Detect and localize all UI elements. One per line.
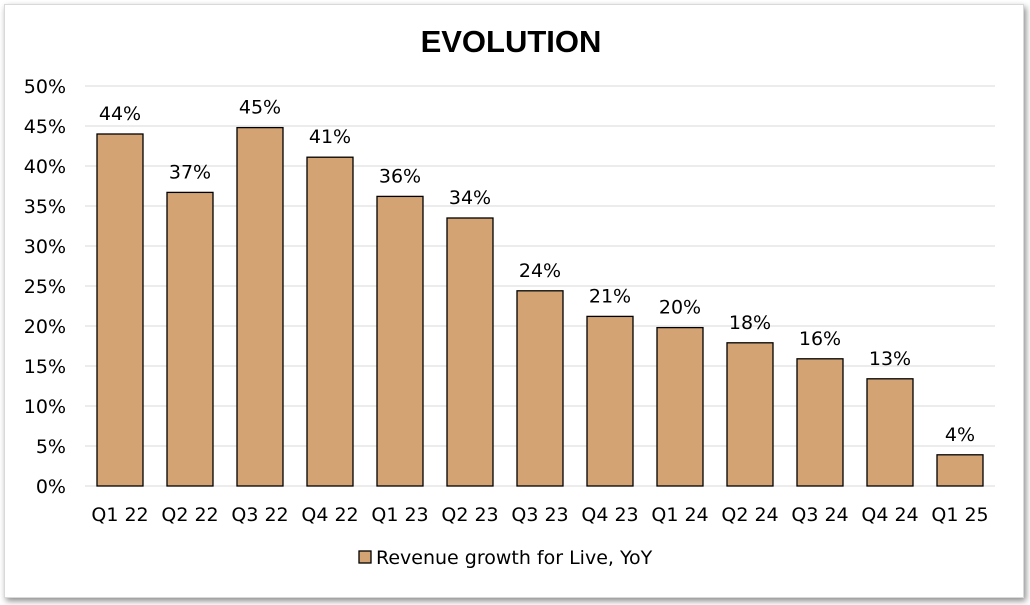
- data-label: 36%: [379, 165, 421, 187]
- y-tick-label: 45%: [24, 116, 66, 138]
- data-label: 37%: [169, 161, 211, 183]
- y-tick-label: 25%: [24, 276, 66, 298]
- data-label: 34%: [449, 187, 491, 209]
- x-tick-label: Q4 23: [581, 504, 638, 526]
- bar: [236, 126, 284, 487]
- y-tick-label: 20%: [24, 316, 66, 338]
- y-tick-label: 30%: [24, 236, 66, 258]
- x-tick-label: Q2 22: [161, 504, 218, 526]
- y-tick-label: 15%: [24, 356, 66, 378]
- bar: [936, 454, 984, 487]
- data-label: 20%: [659, 297, 701, 319]
- legend-label: Revenue growth for Live, YoY: [376, 547, 653, 569]
- bar: [446, 217, 494, 487]
- bar: [796, 358, 844, 487]
- data-label: 45%: [239, 97, 281, 119]
- y-tick-label: 50%: [24, 76, 66, 98]
- bar: [166, 191, 214, 487]
- data-label: 24%: [519, 260, 561, 282]
- x-tick-label: Q4 22: [301, 504, 358, 526]
- legend-swatch: [358, 550, 372, 564]
- bar: [96, 133, 144, 487]
- x-tick-label: Q2 23: [441, 504, 498, 526]
- bar: [306, 156, 354, 487]
- bar: [516, 290, 564, 487]
- y-tick-label: 40%: [24, 156, 66, 178]
- y-tick-label: 0%: [36, 476, 66, 498]
- x-tick-label: Q1 25: [931, 504, 988, 526]
- bar: [866, 378, 914, 487]
- x-tick-label: Q1 24: [651, 504, 708, 526]
- x-tick-label: Q3 23: [511, 504, 568, 526]
- x-axis-ticks: Q1 22 Q2 22 Q3 22 Q4 22 Q1 23 Q2 23 Q3 23 Q4 23…: [91, 504, 988, 526]
- data-label: 13%: [869, 348, 911, 370]
- data-labels: 44% 37% 45% 41% 36% 34% 24% 21% 20% 18% 16% 13% 4%: [99, 97, 975, 446]
- data-label: 18%: [729, 312, 771, 334]
- bar: [726, 342, 774, 487]
- data-label: 4%: [945, 424, 975, 446]
- x-tick-label: Q2 24: [721, 504, 778, 526]
- y-axis-ticks: 0% 5% 10% 15% 20% 25% 30% 35% 40% 45% 50%: [24, 76, 66, 498]
- bar: [376, 195, 424, 487]
- x-tick-label: Q3 24: [791, 504, 848, 526]
- y-tick-label: 5%: [36, 436, 66, 458]
- y-tick-label: 10%: [24, 396, 66, 418]
- data-label: 41%: [309, 126, 351, 148]
- y-tick-label: 35%: [24, 196, 66, 218]
- bar: [656, 326, 704, 487]
- chart-title: EVOLUTION: [421, 24, 602, 59]
- x-tick-label: Q3 22: [231, 504, 288, 526]
- bar: [586, 315, 634, 487]
- data-label: 16%: [799, 328, 841, 350]
- x-tick-label: Q4 24: [861, 504, 918, 526]
- x-tick-label: Q1 23: [371, 504, 428, 526]
- x-tick-label: Q1 22: [91, 504, 148, 526]
- data-label: 44%: [99, 103, 141, 125]
- data-label: 21%: [589, 285, 631, 307]
- bars: [96, 126, 984, 487]
- legend: Revenue growth for Live, YoY: [358, 547, 653, 569]
